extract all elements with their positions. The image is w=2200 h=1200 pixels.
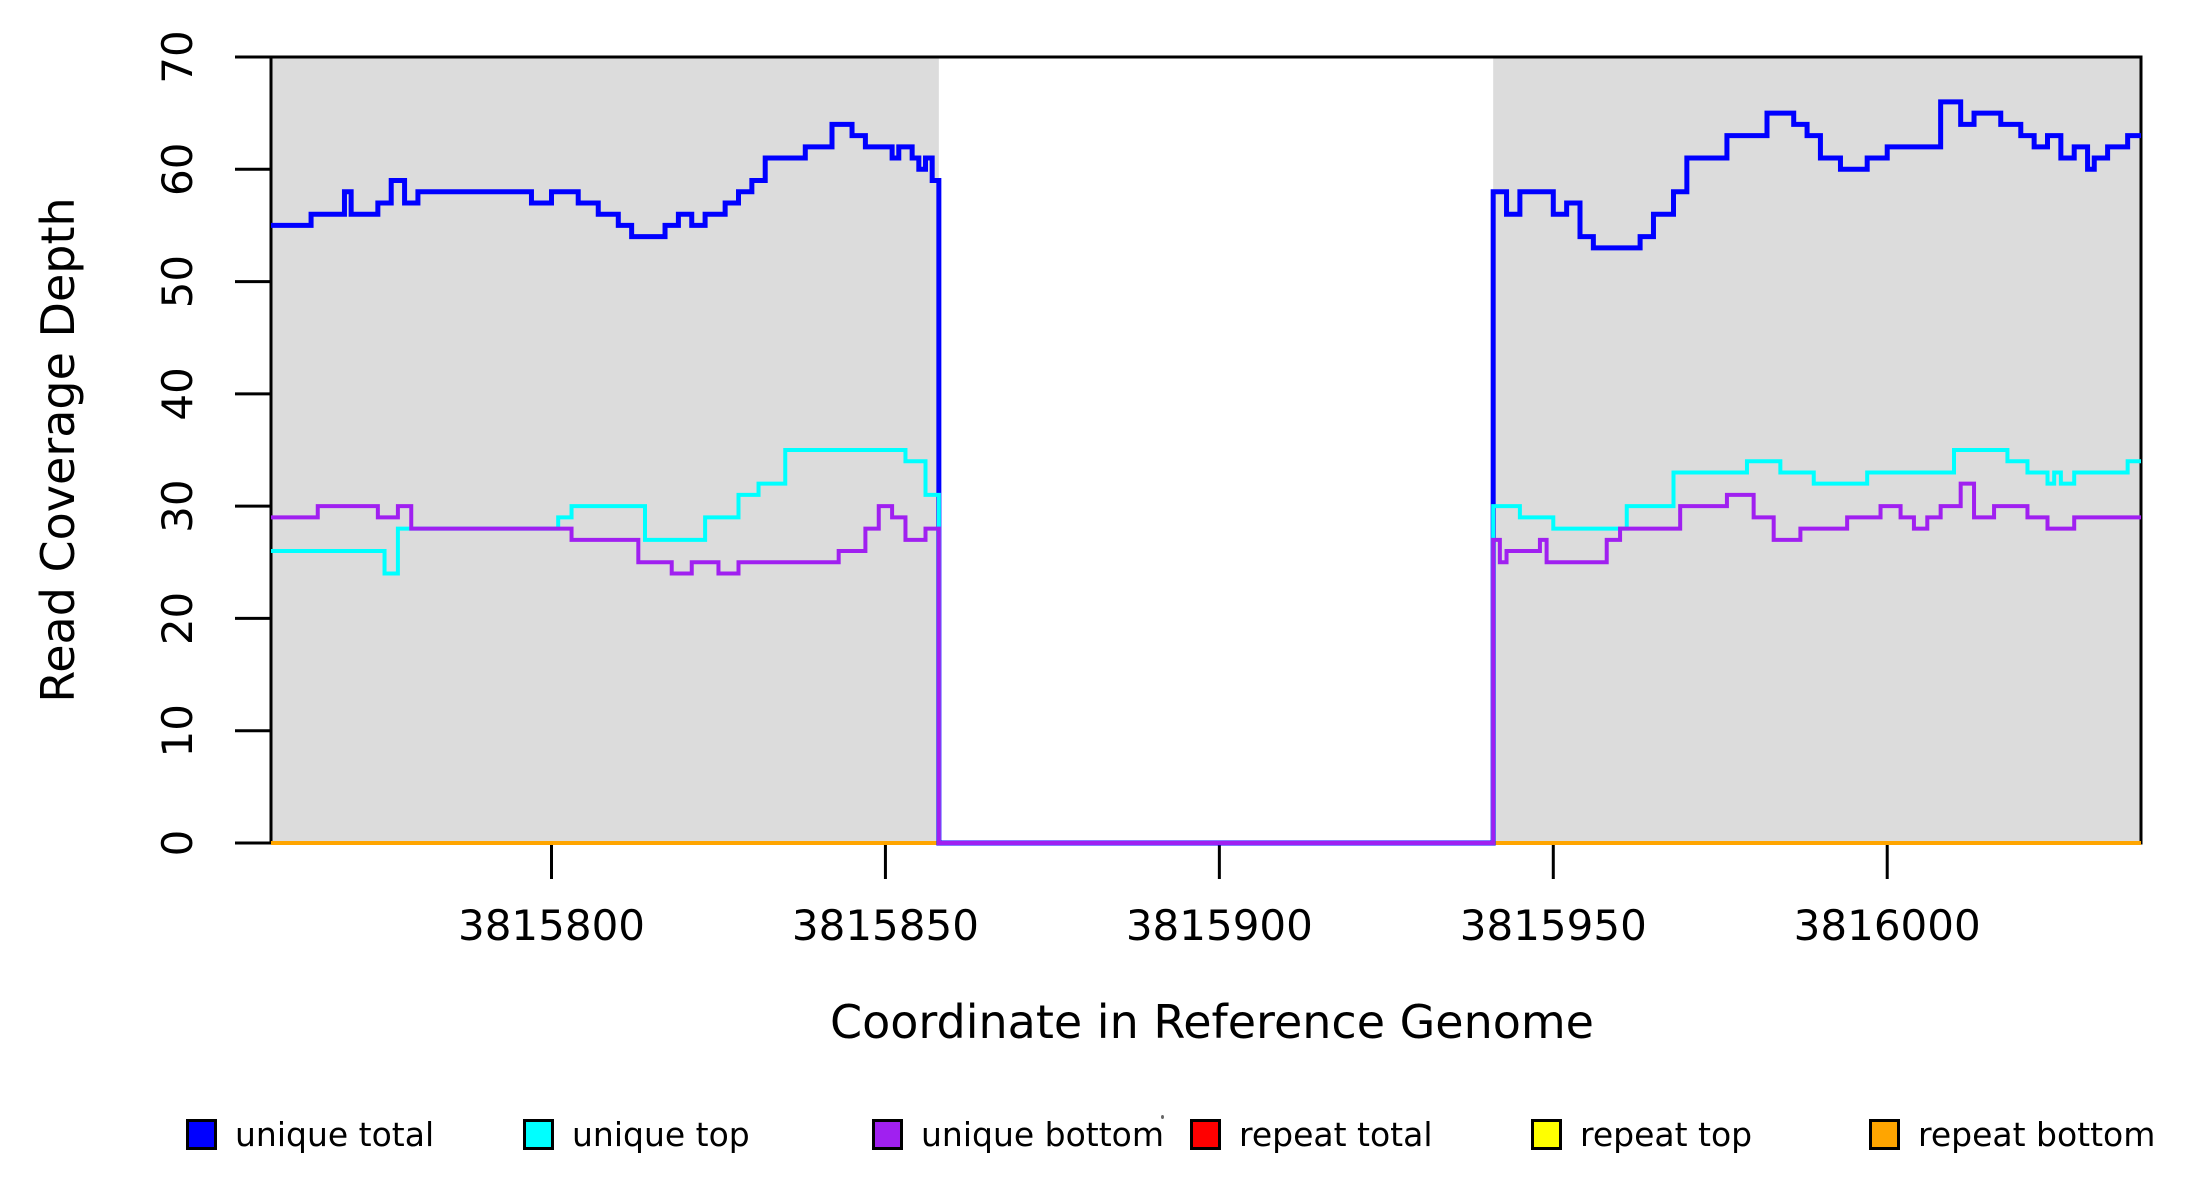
y-tick-label: 40 xyxy=(153,367,202,420)
y-tick-label: 50 xyxy=(153,255,202,308)
covered-region xyxy=(1493,57,2141,843)
x-tick-label: 3815850 xyxy=(792,901,979,950)
unique-top-line xyxy=(271,448,2141,845)
y-tick-label: 70 xyxy=(153,30,202,83)
y-tick-label: 60 xyxy=(153,143,202,196)
y-tick-label: 20 xyxy=(153,592,202,645)
x-tick-label: 3815900 xyxy=(1126,901,1313,950)
x-axis-title: Coordinate in Reference Genome xyxy=(830,995,1594,1049)
x-tick-label: 3816000 xyxy=(1794,901,1981,950)
y-axis-title: Read Coverage Depth xyxy=(31,197,85,703)
y-tick-label: 0 xyxy=(153,830,202,857)
y-tick-label: 30 xyxy=(153,479,202,532)
x-tick-label: 3815950 xyxy=(1460,901,1647,950)
y-tick-label: 10 xyxy=(153,704,202,757)
x-tick-label: 3815800 xyxy=(458,901,645,950)
unique-bottom-line xyxy=(271,481,2141,845)
stray-dot-artifact xyxy=(1161,1115,1164,1119)
